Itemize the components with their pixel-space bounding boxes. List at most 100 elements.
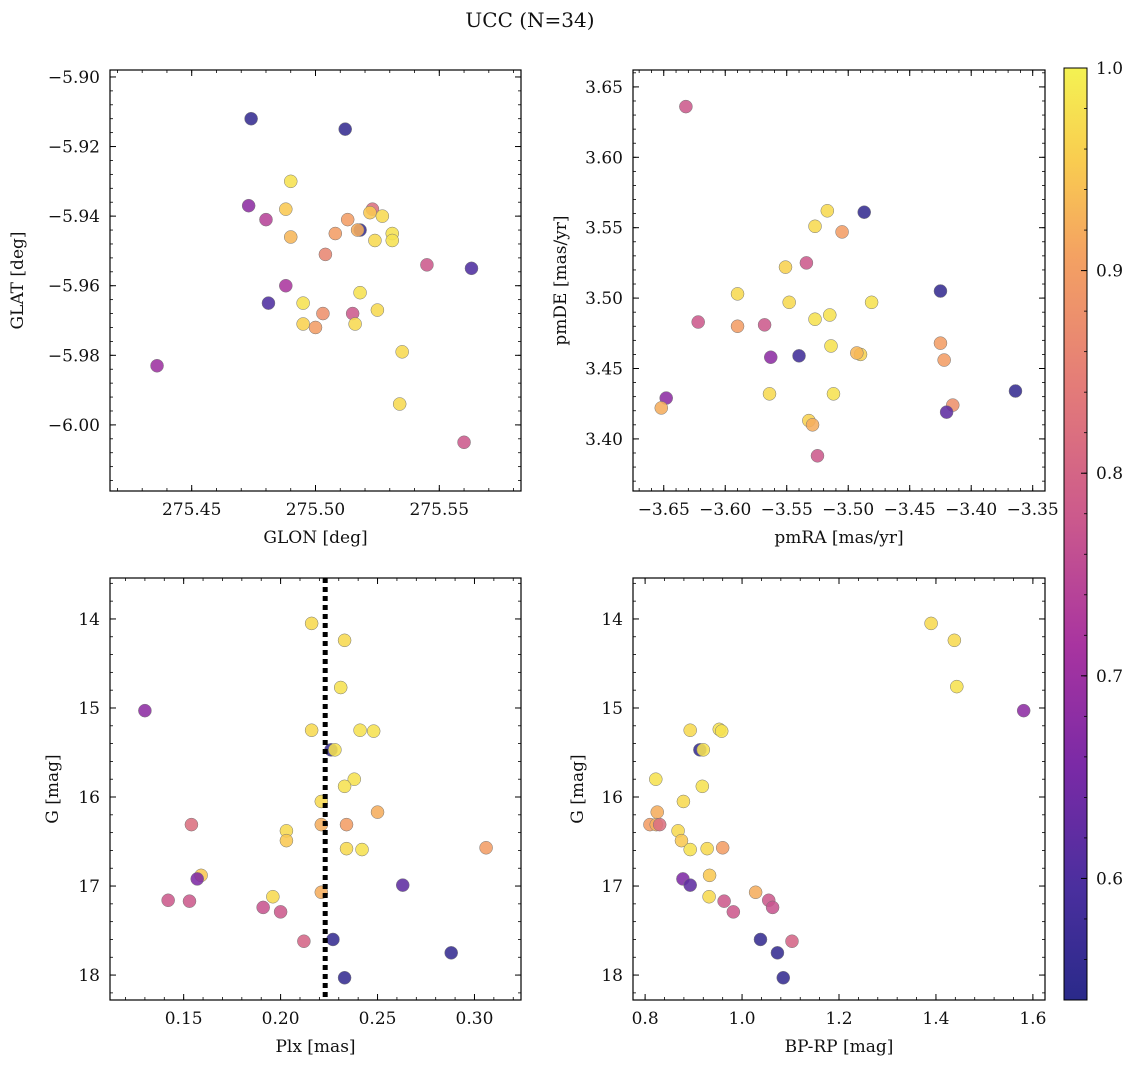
colorbar: 0.6 0.7 0.8 0.9 1.0 xyxy=(1063,59,1123,1001)
pmra-pmde-data-point xyxy=(730,287,745,301)
plx-g-data-point xyxy=(333,680,348,695)
bprp-g-data-point xyxy=(649,772,663,786)
pmra-pmde-data-point xyxy=(778,260,793,274)
colorbar-tick-label: 0.7 xyxy=(1096,667,1123,687)
pmra-pmde-data-point xyxy=(762,387,777,401)
bprp-g-data-point xyxy=(652,817,667,832)
glon-glat-data-point xyxy=(395,345,409,359)
pmra-pmde-x-tick-label: −3.55 xyxy=(761,500,813,520)
plx-g-x-tick-label: 0.15 xyxy=(165,1009,203,1029)
glon-glat-y-tick-label: −5.94 xyxy=(48,207,100,227)
glon-glat-data-point xyxy=(353,285,367,300)
bprp-g-data-point xyxy=(702,889,716,904)
bprp-g-data-point xyxy=(650,805,664,819)
glon-glat-data-point xyxy=(318,247,333,262)
glon-glat-y-tick-label: −5.92 xyxy=(48,138,100,158)
pmra-pmde-x-tick-label: −3.60 xyxy=(699,500,751,520)
pmra-pmde-x-tick-label: −3.50 xyxy=(822,500,874,520)
bprp-g-data-point xyxy=(695,779,710,794)
plx-g-axes-frame xyxy=(109,577,522,1001)
bprp-g-x-tick-label: 1.2 xyxy=(825,1009,852,1029)
plx-g-data-point xyxy=(479,841,493,855)
pmra-pmde-data-point xyxy=(933,284,948,298)
bprp-g-data-point xyxy=(676,794,691,809)
plx-g-data-point xyxy=(138,703,152,718)
bprp-g-data-point xyxy=(770,946,785,960)
plx-g-data-point xyxy=(266,889,280,904)
glon-glat-y-tick-label: −5.96 xyxy=(48,277,100,297)
plx-g-x-tick-label: 0.20 xyxy=(262,1009,300,1029)
pmra-pmde-data-point xyxy=(937,353,951,367)
pmra-pmde-y-axis-label: pmDE [mas/yr] xyxy=(551,215,571,345)
plx-g-data-point xyxy=(347,772,362,786)
bprp-g-x-axis-label: BP-RP [mag] xyxy=(785,1037,894,1057)
pmra-pmde-data-point xyxy=(808,219,822,234)
pmra-pmde-y-tick-label: 3.65 xyxy=(585,78,623,98)
glon-glat-data-point xyxy=(338,122,352,136)
bprp-g-data-point xyxy=(1016,703,1031,718)
plx-g-y-tick-label: 18 xyxy=(78,966,100,986)
pmra-pmde-data-point xyxy=(679,99,693,114)
glon-glat-y-tick-label: −5.90 xyxy=(48,68,100,88)
bprp-g-x-tick-label: 1.0 xyxy=(729,1009,756,1029)
plx-g-data-point xyxy=(337,970,352,985)
figure-title: UCC (N=34) xyxy=(465,8,594,32)
glon-glat-data-point xyxy=(308,320,323,335)
glon-glat-data-point xyxy=(283,174,298,189)
bprp-g-data-point xyxy=(765,900,780,915)
plx-g-data-point xyxy=(339,817,354,832)
panel-bprp-g: 0.8 1.0 1.2 1.4 1.6 14 15 16 17 18 BP-RP [mag] G [m… xyxy=(568,577,1046,1057)
glon-glat-data-point xyxy=(241,198,256,213)
pmra-pmde-x-tick-label: −3.45 xyxy=(884,500,936,520)
pmra-pmde-data-point xyxy=(757,318,772,332)
plx-g-data-point xyxy=(190,872,204,886)
colorbar-tick-label: 0.9 xyxy=(1096,262,1123,282)
bprp-g-data-point xyxy=(674,833,689,848)
pmra-pmde-data-point xyxy=(799,256,814,270)
bprp-g-x-tick-label: 1.6 xyxy=(1019,1009,1046,1029)
bprp-g-data-point xyxy=(683,878,697,892)
plx-g-y-tick-label: 16 xyxy=(78,788,100,808)
glon-glat-data-point xyxy=(464,261,479,276)
plx-g-y-tick-label: 17 xyxy=(78,877,100,897)
plx-g-y-tick-label: 15 xyxy=(78,699,100,719)
bprp-g-y-tick-label: 18 xyxy=(601,966,623,986)
plx-g-y-axis-label: G [mag] xyxy=(43,754,63,823)
glon-glat-data-point xyxy=(279,278,293,293)
pmra-pmde-data-point xyxy=(864,295,879,310)
glon-glat-axes-frame xyxy=(109,69,522,492)
plx-g-y-tick-label: 14 xyxy=(78,610,100,630)
pmra-pmde-data-point xyxy=(850,346,864,360)
plx-g-data-point xyxy=(161,893,175,908)
pmra-pmde-y-tick-label: 3.50 xyxy=(585,289,623,309)
bprp-g-data-point xyxy=(785,934,799,948)
glon-glat-data-point xyxy=(283,230,298,244)
plx-g-data-point xyxy=(304,616,319,631)
bprp-g-data-point xyxy=(726,905,741,919)
pmra-pmde-data-point xyxy=(823,308,837,322)
plx-g-data-point xyxy=(395,878,410,892)
glon-glat-data-point xyxy=(279,202,293,216)
glon-glat-data-point xyxy=(385,233,400,248)
pmra-pmde-y-tick-label: 3.40 xyxy=(585,430,623,450)
bprp-g-y-axis-label: G [mag] xyxy=(568,754,588,823)
panel-glon-glat: 275.45 275.50 275.55 −6.00 −5.98 −5.96 −5.94 −5… xyxy=(8,68,522,548)
glon-glat-x-axis-label: GLON [deg] xyxy=(263,528,367,548)
glon-glat-data-point xyxy=(368,233,382,248)
plx-g-data-point xyxy=(366,724,381,738)
bprp-g-data-point xyxy=(702,868,717,883)
glon-glat-x-tick-label: 275.45 xyxy=(162,500,221,520)
pmra-pmde-data-point xyxy=(933,336,948,350)
bprp-g-data-point xyxy=(714,724,729,738)
plx-g-x-axis-label: Plx [mas] xyxy=(275,1037,355,1057)
plx-g-x-tick-label: 0.30 xyxy=(456,1009,494,1029)
glon-glat-data-point xyxy=(296,296,310,310)
pmra-pmde-data-point xyxy=(792,349,806,363)
bprp-g-y-tick-label: 17 xyxy=(601,877,623,897)
plx-g-data-point xyxy=(256,900,270,915)
pmra-pmde-data-point xyxy=(763,350,778,364)
pmra-pmde-x-axis-label: pmRA [mas/yr] xyxy=(774,528,903,548)
bprp-g-axes-frame xyxy=(632,577,1046,1001)
glon-glat-data-point xyxy=(328,226,343,241)
